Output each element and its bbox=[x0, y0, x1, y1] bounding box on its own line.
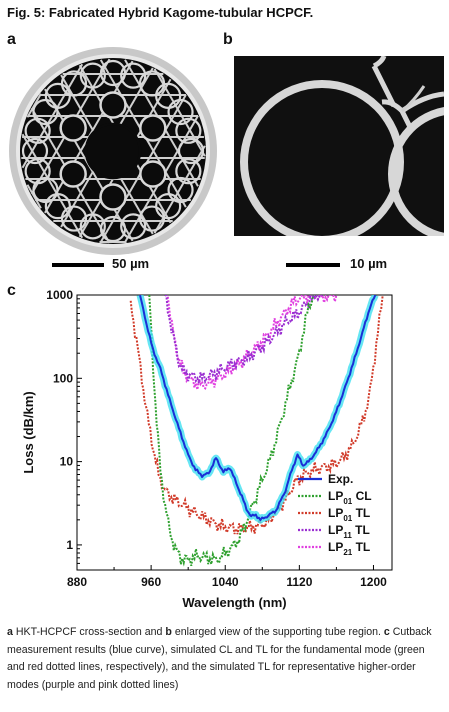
figure-caption: a HKT-HCPCF cross-section and b enlarged… bbox=[7, 624, 443, 694]
legend-label: LP11 TL bbox=[328, 523, 370, 540]
plot-frame bbox=[76, 294, 393, 571]
legend-label: LP01 TL bbox=[328, 506, 370, 523]
caption-text-3: Cutback measurement results (blue curve)… bbox=[7, 626, 432, 691]
loss-spectrum-chart: 880 960 1040 1120 1200 1 10 100 1000 Wavelength (… bbox=[21, 288, 393, 610]
x-tick-label: 1200 bbox=[360, 575, 387, 589]
legend-label: LP21 TL bbox=[328, 540, 370, 557]
caption-text-1: HKT-HCPCF cross-section and bbox=[12, 626, 166, 638]
y-tick-label: 100 bbox=[53, 371, 73, 385]
y-tick-label: 1 bbox=[66, 538, 73, 552]
caption-text-2: enlarged view of the supporting tube reg… bbox=[171, 626, 384, 638]
x-tick-label: 1120 bbox=[286, 575, 312, 589]
support-tube-image bbox=[234, 56, 444, 236]
x-tick-label: 880 bbox=[67, 575, 87, 589]
x-axis-label: Wavelength (nm) bbox=[182, 595, 286, 610]
figure-title: Fig. 5: Fabricated Hybrid Kagome-tubular… bbox=[7, 5, 314, 20]
lp01-cl-series bbox=[148, 295, 315, 567]
caption-bold-a: a bbox=[7, 626, 13, 638]
legend-label: LP01 CL bbox=[328, 489, 372, 506]
panel-label-b: b bbox=[223, 31, 233, 48]
lp21-tl-series bbox=[166, 295, 338, 390]
exp-uncertainty-band bbox=[136, 295, 379, 524]
y-tick-label: 1000 bbox=[46, 288, 73, 302]
scale-bar-b bbox=[286, 263, 340, 267]
exp-series bbox=[139, 295, 377, 522]
legend-label: Exp. bbox=[328, 472, 353, 486]
caption-bold-c: c bbox=[383, 626, 390, 638]
caption-bold-b: b bbox=[165, 626, 172, 638]
scale-label-b: 10 µm bbox=[350, 256, 388, 271]
y-tick-label: 10 bbox=[60, 455, 74, 469]
scale-label-a: 50 µm bbox=[112, 256, 150, 271]
lp11-tl-series bbox=[164, 295, 323, 385]
y-axis-label: Loss (dB/km) bbox=[21, 391, 36, 473]
x-tick-label: 1040 bbox=[212, 575, 239, 589]
fiber-cross-section-image bbox=[9, 47, 217, 255]
scale-bar-a bbox=[52, 263, 104, 267]
lp01-tl-series bbox=[129, 295, 384, 536]
panel-label-a: a bbox=[7, 31, 16, 48]
x-tick-label: 960 bbox=[141, 575, 161, 589]
panel-label-c: c bbox=[7, 282, 16, 299]
